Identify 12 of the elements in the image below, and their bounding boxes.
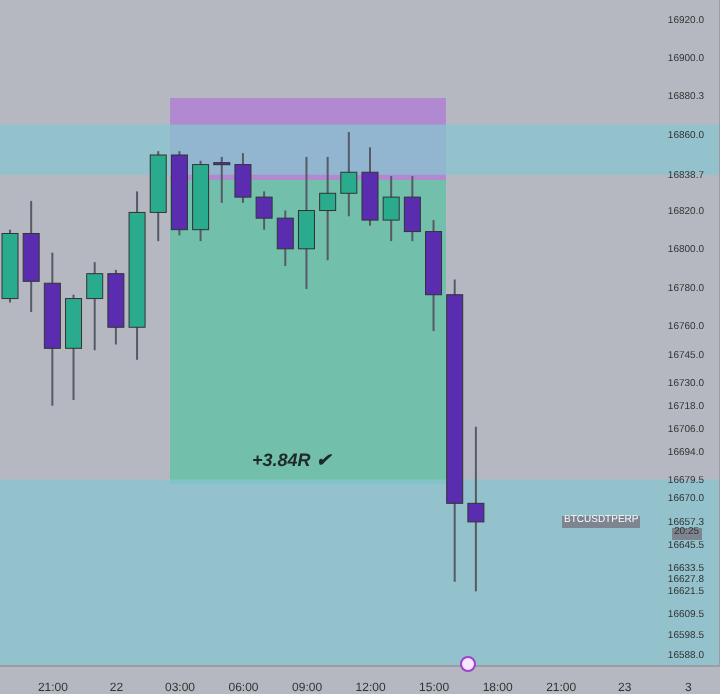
candlestick bbox=[361, 146, 379, 227]
candlestick bbox=[319, 155, 337, 262]
candlestick bbox=[22, 199, 40, 313]
candlestick bbox=[213, 155, 231, 204]
candlestick bbox=[297, 155, 315, 290]
candlestick bbox=[340, 131, 358, 218]
candlestick bbox=[382, 175, 400, 243]
candlestick bbox=[86, 261, 104, 352]
candlestick bbox=[403, 175, 421, 243]
annotation: +3.84R ✔ bbox=[252, 450, 332, 472]
candlestick bbox=[276, 209, 294, 268]
candlestick bbox=[467, 425, 485, 593]
